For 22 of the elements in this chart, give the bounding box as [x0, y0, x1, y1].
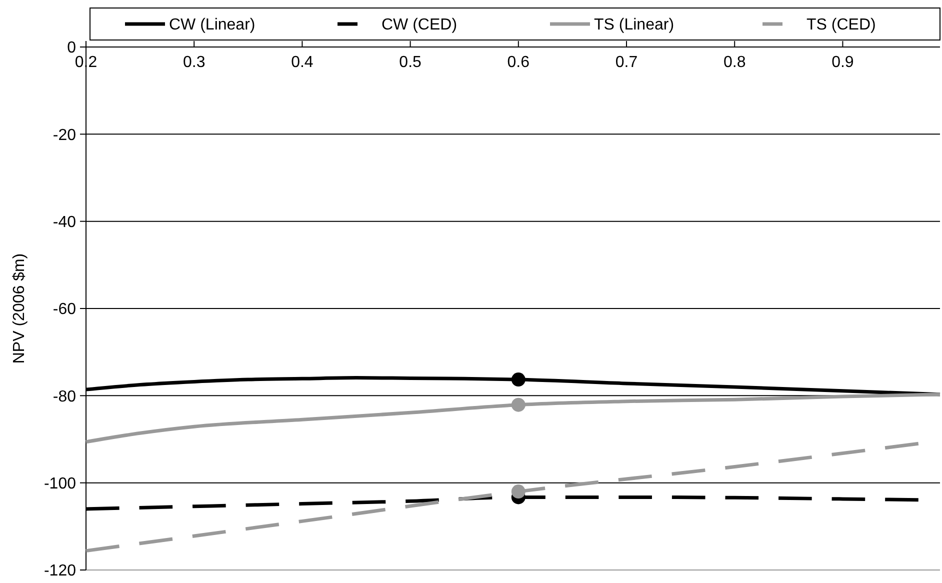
- point: [511, 398, 526, 412]
- x-tick-label: 0.4: [291, 54, 314, 71]
- y-tick-label: -80: [52, 388, 76, 406]
- y-axis-title: NPV (2006 $m): [11, 253, 28, 364]
- x-tick-label: 0.7: [615, 54, 638, 71]
- y-tick-label: -20: [52, 126, 76, 144]
- point: [511, 484, 526, 499]
- legend-label: TS (CED): [806, 16, 876, 34]
- x-tick-label: 0.9: [832, 54, 854, 71]
- x-tick-label: 0.8: [723, 54, 746, 71]
- x-tick-label: 0.5: [399, 54, 422, 71]
- x-tick-label: 0.6: [507, 54, 530, 71]
- y-tick-label: 0: [67, 40, 76, 57]
- y-tick-label: -60: [52, 301, 76, 318]
- legend-label: TS (Linear): [594, 16, 674, 34]
- y-tick-label: -100: [44, 475, 76, 492]
- point: [511, 372, 526, 387]
- y-tick-label: -40: [52, 214, 76, 231]
- y-tick-label: -120: [44, 562, 76, 580]
- x-tick-label: 0.3: [182, 54, 206, 71]
- legend-label: CW (Linear): [169, 16, 256, 34]
- legend-label: CW (CED): [382, 16, 458, 34]
